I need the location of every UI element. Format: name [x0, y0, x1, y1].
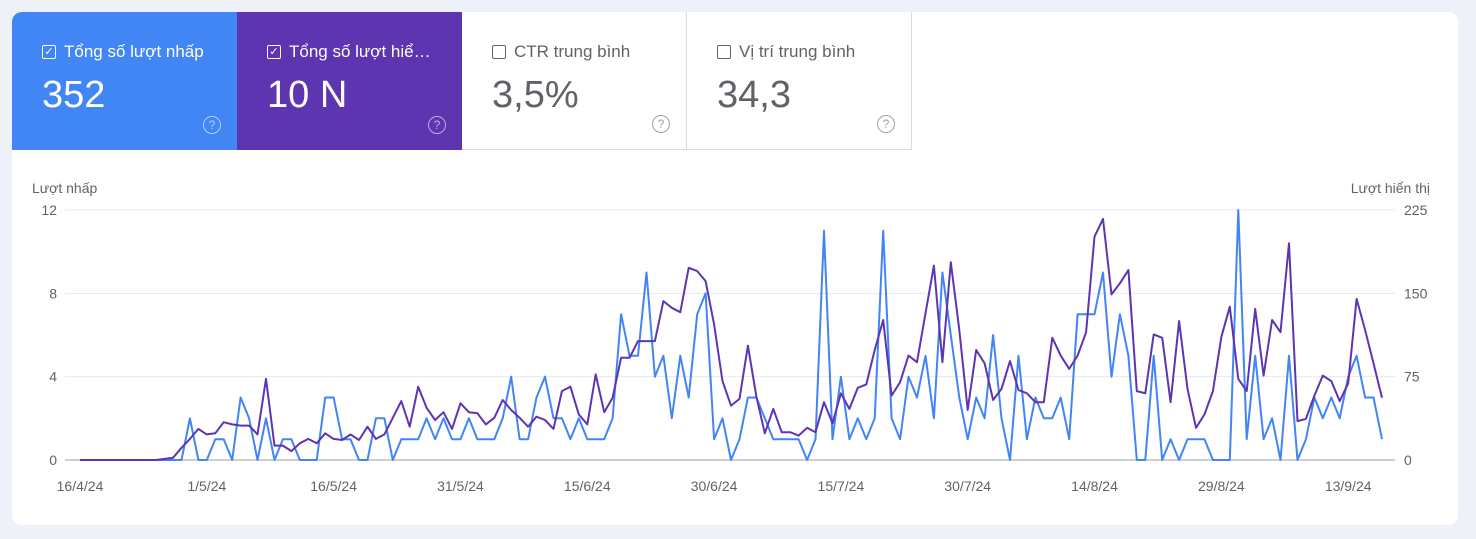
- metric-label: Tổng số lượt nhấp: [64, 42, 204, 61]
- help-icon[interactable]: ?: [203, 116, 221, 134]
- y-right-tick-label: 75: [1404, 369, 1420, 385]
- metric-tile-impressions[interactable]: ✓ Tổng số lượt hiể… 10 N ?: [237, 12, 462, 150]
- x-tick-label: 15/7/24: [818, 478, 865, 494]
- metric-label: Tổng số lượt hiể…: [289, 42, 431, 61]
- help-icon[interactable]: ?: [877, 115, 895, 133]
- y-left-tick-label: 4: [49, 369, 57, 385]
- x-tick-label: 29/8/24: [1198, 478, 1245, 494]
- y-left-tick-label: 12: [41, 202, 57, 218]
- metric-value: 10 N: [267, 74, 348, 116]
- metric-tile-clicks[interactable]: ✓ Tổng số lượt nhấp 352 ?: [12, 12, 237, 150]
- y-right-axis-title: Lượt hiển thị: [1351, 180, 1430, 196]
- x-tick-label: 31/5/24: [437, 478, 484, 494]
- x-tick-label: 13/9/24: [1325, 478, 1372, 494]
- checkbox-checked-icon[interactable]: ✓: [42, 45, 56, 59]
- y-left-axis-title: Lượt nhấp: [32, 180, 97, 196]
- x-tick-label: 16/5/24: [310, 478, 357, 494]
- checkbox-unchecked-icon[interactable]: [717, 45, 731, 59]
- x-tick-label: 1/5/24: [187, 478, 226, 494]
- metric-value: 3,5%: [492, 74, 579, 116]
- impressions-series-line: [80, 217, 1383, 461]
- metric-label: CTR trung bình: [514, 42, 631, 61]
- checkbox-checked-icon[interactable]: ✓: [267, 45, 281, 59]
- y-left-tick-label: 0: [49, 452, 57, 468]
- metric-tile-ctr[interactable]: CTR trung bình 3,5% ?: [462, 12, 687, 150]
- x-tick-label: 30/6/24: [691, 478, 738, 494]
- help-icon[interactable]: ?: [428, 116, 446, 134]
- metric-value: 352: [42, 74, 106, 116]
- clicks-series-line: [80, 209, 1383, 461]
- x-tick-label: 14/8/24: [1071, 478, 1118, 494]
- x-tick-label: 16/4/24: [57, 478, 104, 494]
- metric-label: Vị trí trung bình: [739, 42, 856, 61]
- y-right-tick-label: 150: [1404, 285, 1428, 301]
- metric-value: 34,3: [717, 74, 791, 116]
- y-left-tick-label: 8: [49, 285, 57, 301]
- x-tick-label: 15/6/24: [564, 478, 611, 494]
- y-right-tick-label: 0: [1404, 452, 1412, 468]
- metric-tiles: ✓ Tổng số lượt nhấp 352 ? ✓ Tổng số lượt h…: [12, 12, 912, 150]
- help-icon[interactable]: ?: [652, 115, 670, 133]
- checkbox-unchecked-icon[interactable]: [492, 45, 506, 59]
- metric-tile-position[interactable]: Vị trí trung bình 34,3 ?: [687, 12, 912, 150]
- x-tick-label: 30/7/24: [944, 478, 991, 494]
- y-right-tick-label: 225: [1404, 202, 1428, 218]
